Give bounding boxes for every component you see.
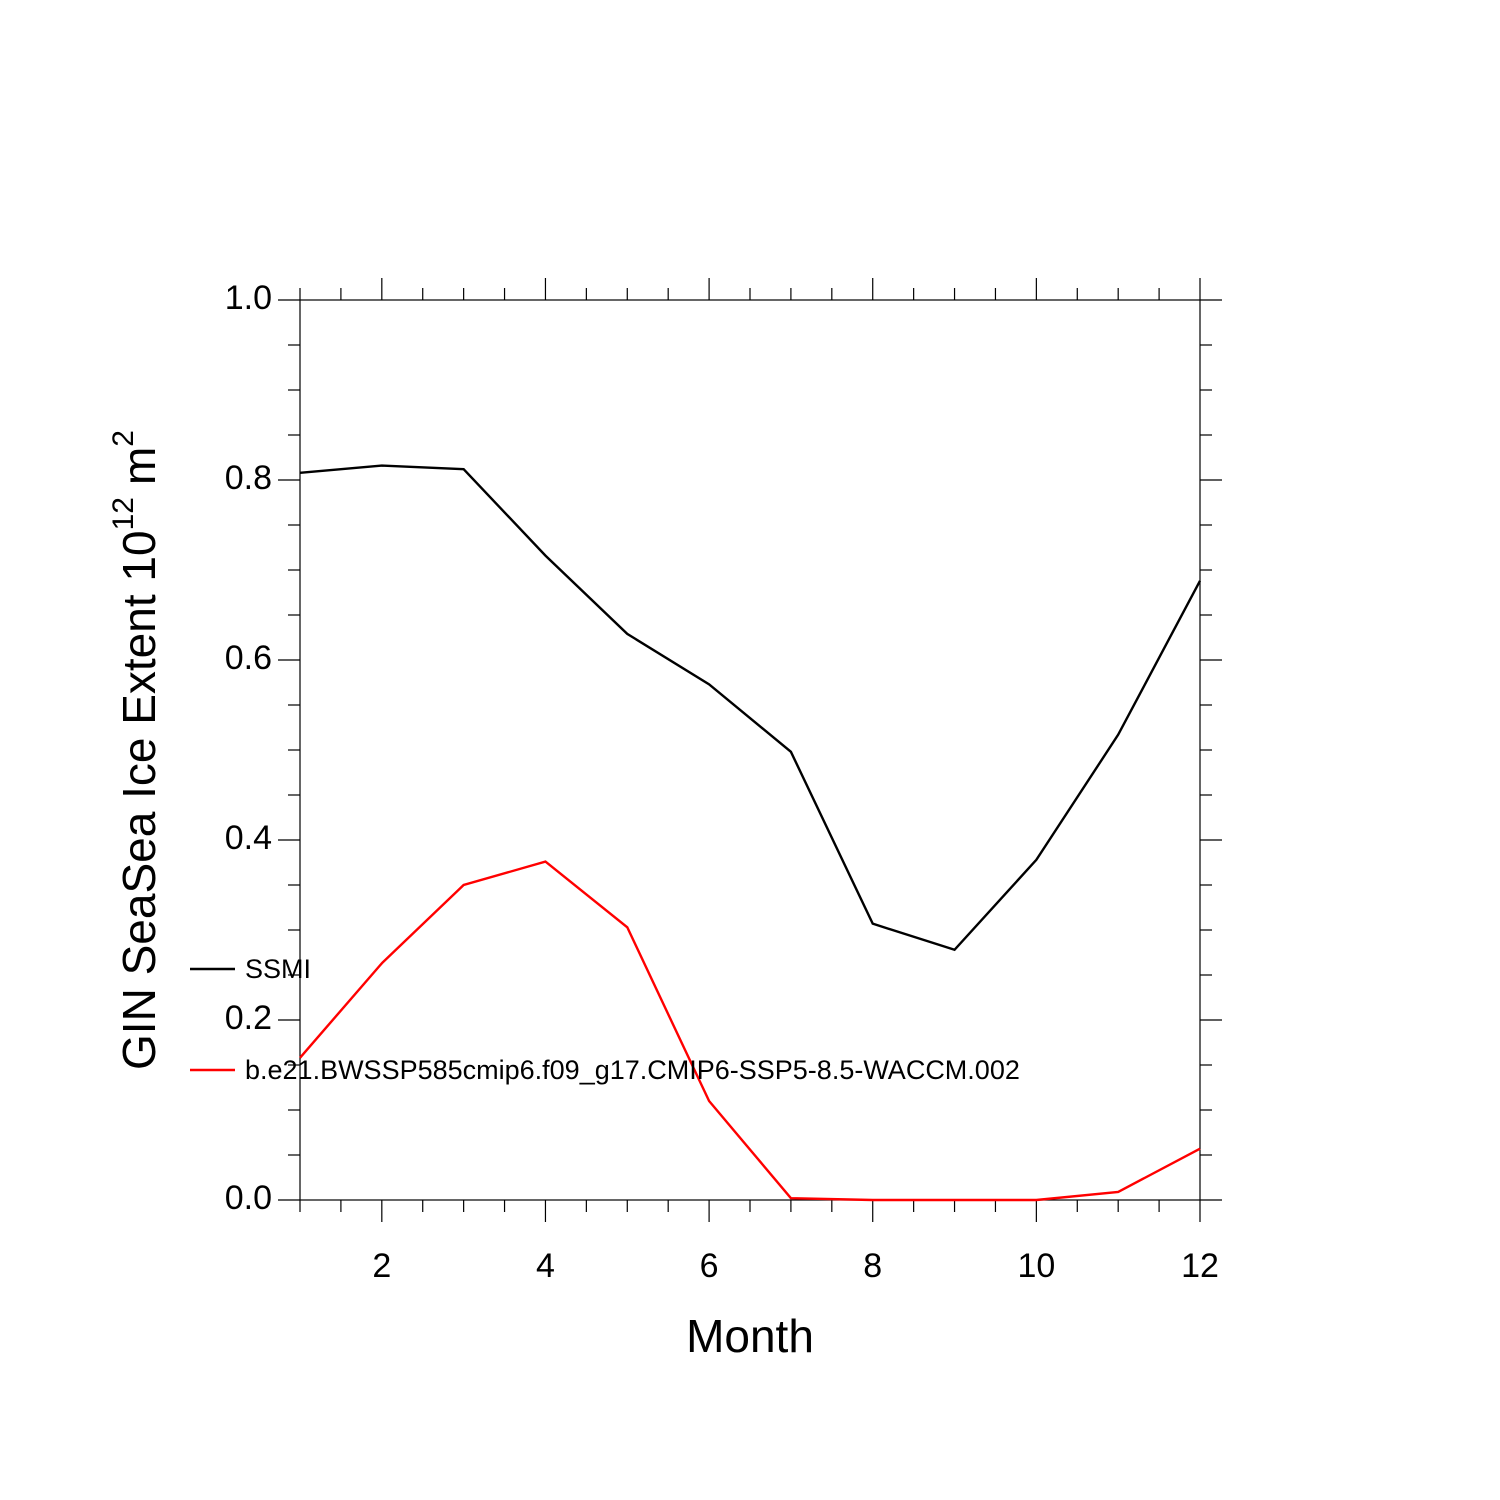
series-line — [299, 860, 1201, 1202]
x-tick-label: 10 — [1017, 1247, 1055, 1285]
y-axis-title-unit: m — [113, 447, 165, 485]
y-tick-label: 0.8 — [225, 459, 272, 497]
series-line — [299, 464, 1202, 952]
y-tick-label: 0.6 — [225, 639, 272, 677]
x-tick-label: 12 — [1181, 1247, 1219, 1285]
legend-label: b.e21.BWSSP585cmip6.f09_g17.CMIP6-SSP5-8… — [245, 1055, 1020, 1085]
x-tick-label: 8 — [863, 1247, 882, 1285]
y-axis-title: GIN SeaSea Ice Extent 1012 m2 — [107, 430, 165, 1070]
y-tick-label: 0.4 — [225, 819, 272, 857]
y-tick-label: 0.2 — [225, 999, 272, 1037]
y-tick-label: 1.0 — [225, 279, 272, 317]
x-tick-label: 4 — [536, 1247, 555, 1285]
y-tick-label: 0.0 — [225, 1179, 272, 1217]
x-tick-label: 2 — [372, 1247, 391, 1285]
y-axis-title-unit-exponent: 2 — [107, 430, 140, 447]
x-tick-label: 6 — [700, 1247, 719, 1285]
y-axis-title-text: GIN SeaSea Ice Extent 10 — [113, 530, 165, 1070]
x-axis-title: Month — [686, 1310, 814, 1362]
legend-label: SSMI — [245, 954, 311, 984]
y-axis-title-exponent: 12 — [107, 497, 140, 530]
